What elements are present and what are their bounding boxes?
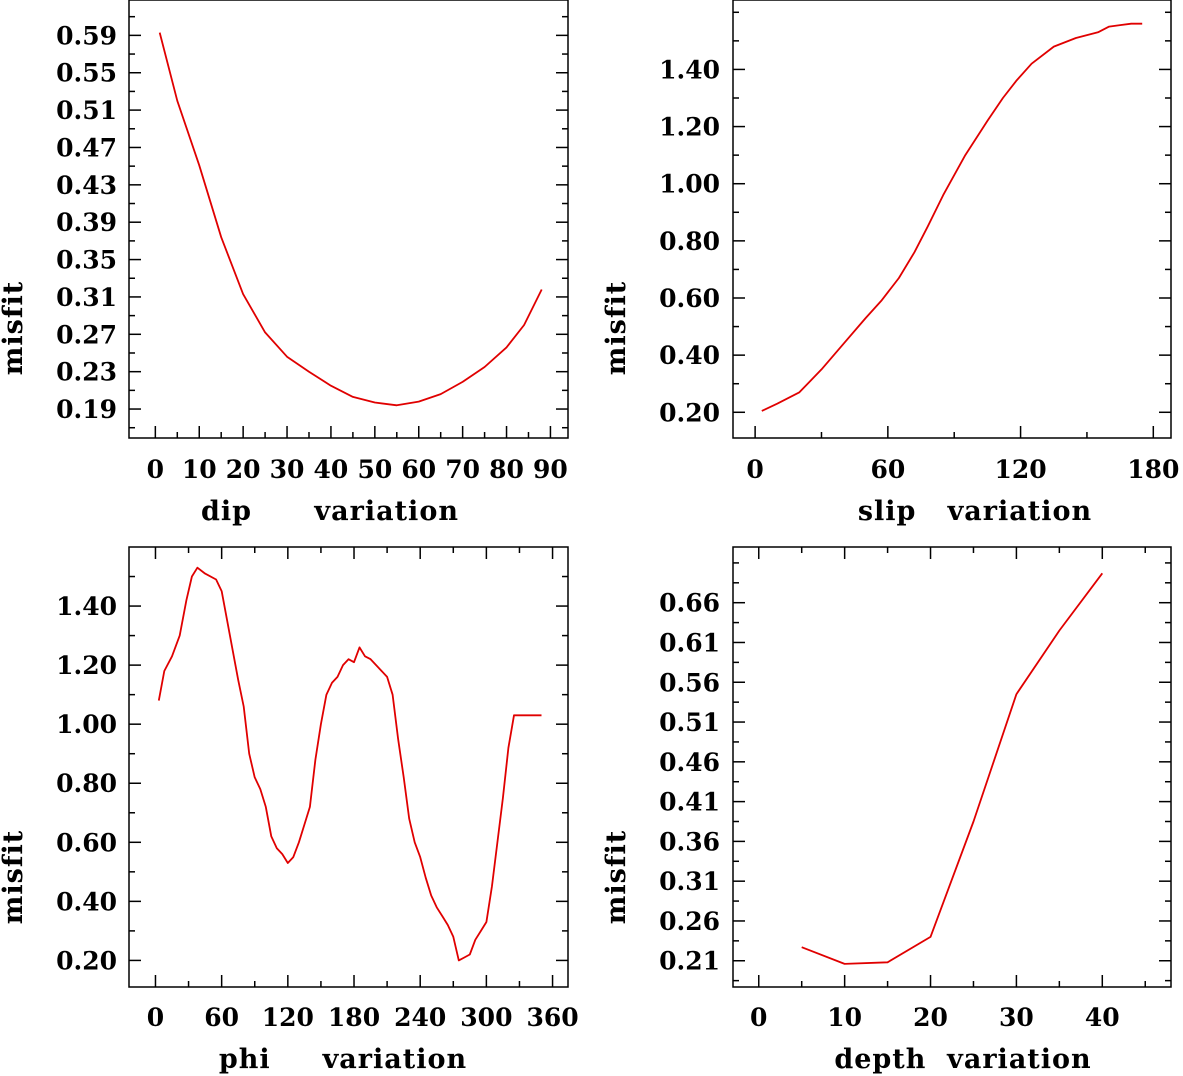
dip-ytick-label: 0.39: [56, 208, 117, 237]
slip-ytick-label: 1.20: [659, 113, 720, 142]
dip-xtick-label: 30: [270, 455, 305, 484]
slip-xtick-label: 60: [870, 455, 905, 484]
depth-ytick-label: 0.41: [659, 788, 720, 817]
phi-ytick-label: 1.40: [56, 592, 117, 621]
depth-ytick-label: 0.56: [659, 668, 720, 697]
slip-xaxis-label: slip variation: [858, 496, 1092, 527]
slip-yaxis-label: misfit: [601, 281, 632, 375]
dip-yaxis-label: misfit: [0, 281, 29, 375]
phi-xtick-label: 240: [394, 1003, 446, 1032]
dip-ytick-label: 0.59: [56, 21, 117, 50]
dip-xtick-label: 40: [314, 455, 349, 484]
phi-ytick-label: 1.00: [56, 710, 117, 739]
dip-xtick-label: 10: [182, 455, 217, 484]
phi-xtick-label: 120: [262, 1003, 314, 1032]
dip-xtick-label: 50: [357, 455, 392, 484]
dip-ytick-label: 0.27: [56, 320, 117, 349]
dip-ytick-label: 0.23: [56, 358, 117, 387]
slip-xtick-label: 180: [1127, 455, 1179, 484]
phi-xtick-label: 0: [147, 1003, 164, 1032]
depth-xtick-label: 20: [913, 1003, 948, 1032]
dip-xtick-label: 90: [533, 455, 568, 484]
slip-xtick-label: 0: [746, 455, 763, 484]
dip-ytick-label: 0.35: [56, 246, 117, 275]
dip-plot-frame: [128, 0, 569, 439]
dip-xtick-label: 60: [401, 455, 436, 484]
depth-ytick-label: 0.61: [659, 628, 720, 657]
depth-xtick-label: 0: [750, 1003, 767, 1032]
phi-ytick-label: 0.80: [56, 769, 117, 798]
depth-ytick-label: 0.66: [659, 589, 720, 618]
depth-ytick-label: 0.46: [659, 748, 720, 777]
depth-xtick-label: 30: [999, 1003, 1034, 1032]
depth-yaxis-label: misfit: [601, 830, 632, 924]
phi-panel: 0.20 0.40 0.60 0.80 1.00 1.20 1.40 0 60 120 180 240…: [0, 546, 579, 1075]
phi-xtick-label: 360: [526, 1003, 578, 1032]
phi-xtick-label: 60: [204, 1003, 239, 1032]
dip-misfit-curve: [158, 32, 543, 407]
phi-ytick-label: 1.20: [56, 651, 117, 680]
slip-ytick-label: 1.00: [659, 170, 720, 199]
dip-xtick-label: 70: [445, 455, 480, 484]
depth-xtick-label: 10: [827, 1003, 862, 1032]
slip-ytick-label: 1.40: [659, 55, 720, 84]
dip-xaxis-label: dip variation: [201, 496, 459, 527]
phi-yaxis-label: misfit: [0, 830, 29, 924]
slip-ytick-label: 0.20: [659, 398, 720, 427]
depth-panel: 0.21 0.26 0.31 0.36 0.41 0.46 0.51 0.56 0.61 0.66…: [601, 546, 1172, 1075]
depth-ytick-label: 0.26: [659, 907, 720, 936]
dip-ytick-label: 0.47: [56, 133, 117, 162]
phi-xaxis-label: phi variation: [219, 1044, 467, 1075]
dip-panel: 0.19 0.23 0.27 0.31 0.35 0.39 0.43 0.47 0.51 0.55…: [0, 0, 569, 527]
depth-xtick-label: 40: [1085, 1003, 1120, 1032]
depth-ytick-label: 0.21: [659, 947, 720, 976]
dip-ytick-label: 0.55: [56, 59, 117, 88]
depth-ytick-label: 0.51: [659, 708, 720, 737]
slip-misfit-curve: [761, 22, 1143, 412]
phi-plot-frame: [128, 546, 569, 988]
phi-xtick-label: 300: [460, 1003, 512, 1032]
phi-xtick-label: 180: [328, 1003, 380, 1032]
dip-ytick-label: 0.31: [56, 283, 117, 312]
slip-xtick-label: 120: [994, 455, 1046, 484]
dip-xtick-label: 80: [489, 455, 524, 484]
phi-ytick-label: 0.20: [56, 946, 117, 975]
dip-xtick-label: 0: [147, 455, 164, 484]
depth-ytick-label: 0.36: [659, 827, 720, 856]
depth-ytick-label: 0.31: [659, 867, 720, 896]
depth-xaxis-label: depth variation: [834, 1044, 1091, 1075]
slip-panel: 0.20 0.40 0.60 0.80 1.00 1.20 1.40 0 60 120 180 sli…: [601, 0, 1179, 527]
depth-plot-frame: [732, 546, 1172, 988]
slip-plot-frame: [732, 0, 1172, 439]
dip-ytick-label: 0.51: [56, 96, 117, 125]
slip-ytick-label: 0.80: [659, 227, 720, 256]
slip-ytick-label: 0.60: [659, 284, 720, 313]
dip-ytick-label: 0.43: [56, 171, 117, 200]
slip-ytick-label: 0.40: [659, 341, 720, 370]
dip-ytick-label: 0.19: [56, 395, 117, 424]
depth-misfit-curve: [801, 572, 1104, 965]
dip-xtick-label: 20: [226, 455, 261, 484]
phi-misfit-curve: [157, 566, 542, 962]
phi-ytick-label: 0.60: [56, 828, 117, 857]
phi-ytick-label: 0.40: [56, 887, 117, 916]
